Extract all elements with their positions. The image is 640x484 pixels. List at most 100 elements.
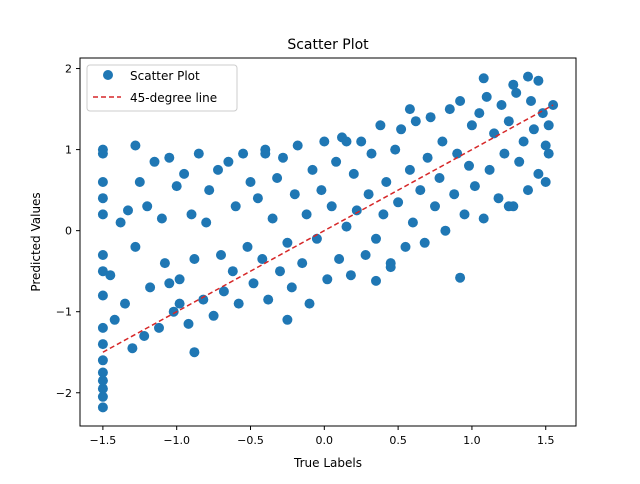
scatter-point: [410, 116, 421, 127]
scatter-point: [263, 294, 274, 305]
scatter-point: [326, 201, 337, 212]
x-tick-label: 0.5: [389, 434, 407, 447]
scatter-point: [198, 294, 209, 305]
scatter-point: [511, 87, 522, 98]
x-axis-label: True Labels: [293, 456, 362, 470]
scatter-point: [109, 314, 120, 325]
scatter-point: [179, 168, 190, 179]
scatter-point: [223, 156, 234, 167]
y-tick-label: 1: [65, 144, 72, 157]
scatter-point: [97, 144, 108, 155]
scatter-point: [356, 136, 367, 147]
scatter-point: [282, 314, 293, 325]
scatter-point: [371, 275, 381, 286]
scatter-point: [123, 205, 133, 216]
scatter-point: [230, 201, 241, 212]
scatter-point: [174, 298, 185, 309]
scatter-point: [430, 201, 440, 212]
scatter-point: [533, 75, 544, 86]
scatter-point: [444, 104, 455, 115]
scatter-point: [523, 185, 533, 196]
scatter-point: [189, 347, 200, 358]
scatter-point: [218, 286, 229, 297]
chart-title: Scatter Plot: [287, 37, 369, 53]
scatter-point: [97, 355, 108, 366]
scatter-point: [459, 209, 470, 220]
scatter-point: [233, 298, 244, 309]
scatter-point: [341, 221, 352, 232]
scatter-point: [193, 148, 204, 159]
y-tick-label: −1: [56, 306, 72, 319]
scatter-point: [97, 177, 108, 187]
scatter-point: [466, 120, 477, 131]
scatter-point: [496, 100, 507, 110]
scatter-point: [537, 108, 548, 119]
scatter-point: [301, 209, 312, 220]
scatter-points: [97, 71, 559, 413]
scatter-point: [452, 148, 463, 159]
scatter-point: [204, 185, 215, 196]
scatter-point: [455, 96, 466, 106]
scatter-point: [543, 148, 554, 159]
scatter-point: [260, 148, 271, 159]
scatter-point: [528, 124, 539, 135]
x-tick-label: −1.5: [90, 434, 117, 447]
scatter-point: [415, 185, 426, 196]
scatter-point: [440, 225, 451, 236]
scatter-point: [171, 181, 182, 192]
scatter-point: [464, 160, 474, 171]
scatter-point: [252, 193, 263, 204]
y-tick-label: 0: [65, 225, 72, 238]
scatter-point: [503, 116, 514, 127]
scatter-point: [360, 250, 371, 260]
scatter-point: [120, 298, 130, 309]
scatter-point: [455, 272, 466, 283]
scatter-point: [422, 152, 433, 163]
scatter-point: [518, 136, 529, 147]
legend-box: [86, 64, 238, 112]
scatter-point: [419, 237, 430, 248]
scatter-point: [322, 274, 333, 285]
scatter-point: [97, 383, 108, 394]
scatter-point: [478, 213, 489, 224]
scatter-point: [164, 152, 175, 163]
scatter-point: [378, 209, 389, 220]
scatter-point: [533, 168, 544, 179]
scatter-point: [267, 213, 278, 224]
scatter-point: [297, 258, 308, 269]
y-axis-ticks: −2 −1 0 1 2: [56, 63, 80, 400]
scatter-point: [363, 189, 374, 200]
scatter-point: [213, 164, 223, 175]
x-tick-label: 1.0: [463, 434, 481, 447]
scatter-point: [499, 148, 510, 159]
scatter-point: [307, 164, 318, 175]
scatter-point: [434, 173, 445, 183]
scatter-point: [97, 266, 108, 277]
scatter-point: [282, 237, 293, 248]
scatter-point: [292, 140, 303, 151]
scatter-point: [400, 241, 411, 252]
scatter-point: [540, 140, 551, 151]
reference-lines: [102, 104, 554, 353]
legend-label-scatter: Scatter Plot: [130, 69, 200, 83]
scatter-point: [208, 310, 219, 321]
scatter-point: [503, 201, 514, 212]
y-tick-label: −2: [56, 387, 72, 400]
scatter-point: [164, 278, 175, 289]
scatter-point: [139, 331, 150, 341]
scatter-point: [183, 318, 194, 329]
scatter-point: [105, 270, 116, 281]
legend-scatter-marker: [103, 70, 113, 80]
scatter-point: [437, 136, 448, 147]
legend: Scatter Plot 45-degree line: [86, 64, 238, 112]
scatter-point: [484, 164, 495, 175]
scatter-point: [97, 391, 108, 402]
scatter-point: [275, 266, 285, 277]
scatter-point: [375, 120, 386, 131]
scatter-point: [449, 189, 460, 200]
scatter-point: [407, 217, 418, 228]
scatter-point: [97, 402, 108, 413]
scatter-point: [404, 104, 415, 115]
